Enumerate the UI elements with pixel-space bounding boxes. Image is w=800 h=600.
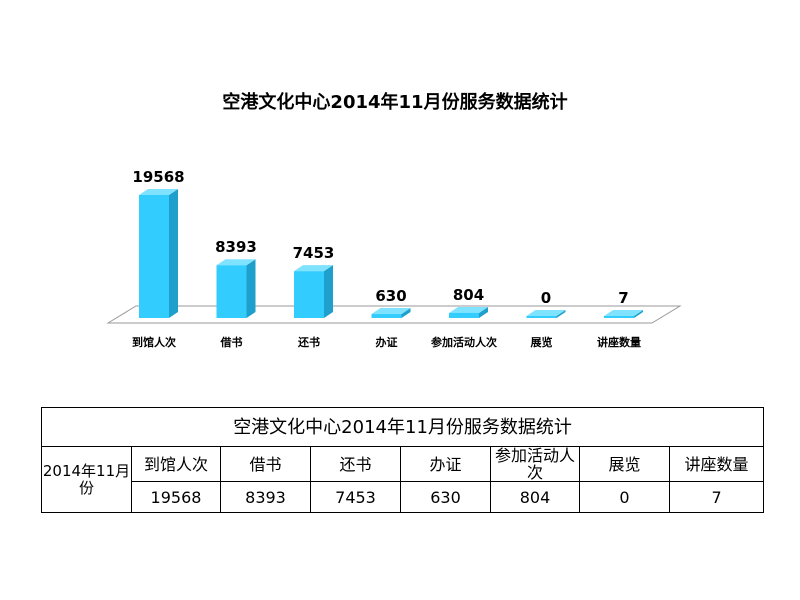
value-label-return: 7453 xyxy=(293,244,335,262)
header-lectures: 讲座数量 xyxy=(668,446,765,482)
bar-lectures xyxy=(604,310,643,318)
bar-front-borrow xyxy=(216,265,247,318)
bar-top-cards xyxy=(371,308,411,315)
bar-top-exhibition xyxy=(526,310,566,316)
bar-front-exhibition xyxy=(526,316,557,318)
header-cards: 办证 xyxy=(400,446,491,482)
value-label-cards: 630 xyxy=(375,287,406,305)
header-activity: 参加活动人次 xyxy=(490,446,580,482)
bar-side-visits xyxy=(169,189,178,318)
category-label-activity: 参加活动人次 xyxy=(431,335,497,349)
bar-activity xyxy=(449,306,488,318)
value-activity: 804 xyxy=(490,481,580,513)
value-label-exhibition: 0 xyxy=(541,289,551,307)
bar-side-lectures xyxy=(634,310,643,318)
bar-side-cards xyxy=(401,308,411,318)
category-label-visits: 到馆人次 xyxy=(132,335,176,349)
header-exhibition: 展览 xyxy=(579,446,670,482)
bar-side-return xyxy=(324,265,333,318)
stats-table: 空港文化中心2014年11月份服务数据统计 2014年11月份 到馆人次 借书 … xyxy=(40,407,765,513)
period-cell: 2014年11月份 xyxy=(41,446,132,513)
bar-front-cards xyxy=(371,314,402,318)
bar-chart: 空港文化中心2014年11月份服务数据统计 19568 到馆人次 8393 借书 745… xyxy=(106,91,682,349)
bar-top-return xyxy=(294,265,333,272)
bar-borrow xyxy=(216,259,256,318)
bar-cards xyxy=(371,308,411,318)
value-label-visits: 19568 xyxy=(132,168,184,186)
category-label-lectures: 讲座数量 xyxy=(597,335,641,349)
table-title: 空港文化中心2014年11月份服务数据统计 xyxy=(40,407,765,447)
bar-top-borrow xyxy=(216,259,256,266)
bar-front-activity xyxy=(449,312,479,318)
bar-visits xyxy=(139,189,178,318)
value-label-borrow: 8393 xyxy=(215,238,257,256)
header-visits: 到馆人次 xyxy=(131,446,221,482)
bar-front-lectures xyxy=(604,316,634,318)
category-label-return: 还书 xyxy=(297,335,320,349)
value-visits: 19568 xyxy=(131,481,221,513)
bar-side-exhibition xyxy=(556,310,566,318)
header-borrow: 借书 xyxy=(220,446,311,482)
bar-top-visits xyxy=(139,189,178,195)
category-label-cards: 办证 xyxy=(376,335,398,349)
bar-return xyxy=(294,265,333,318)
chart-title: 空港文化中心2014年11月份服务数据统计 xyxy=(222,91,567,113)
value-label-lectures: 7 xyxy=(618,289,628,307)
category-label-borrow: 借书 xyxy=(220,335,243,349)
bar-top-lectures xyxy=(604,310,643,316)
bar-side-activity xyxy=(479,306,488,318)
value-lectures: 7 xyxy=(668,481,765,513)
bar-side-borrow xyxy=(246,259,256,318)
bar-front-return xyxy=(294,271,324,318)
value-return: 7453 xyxy=(310,481,401,513)
value-cards: 630 xyxy=(400,481,491,513)
value-borrow: 8393 xyxy=(220,481,311,513)
category-label-exhibition: 展览 xyxy=(530,335,553,349)
bar-top-activity xyxy=(449,306,488,313)
bar-exhibition xyxy=(526,310,566,318)
header-return: 还书 xyxy=(310,446,401,482)
value-exhibition: 0 xyxy=(579,481,670,513)
bar-front-visits xyxy=(139,195,169,318)
value-label-activity: 804 xyxy=(453,286,484,304)
